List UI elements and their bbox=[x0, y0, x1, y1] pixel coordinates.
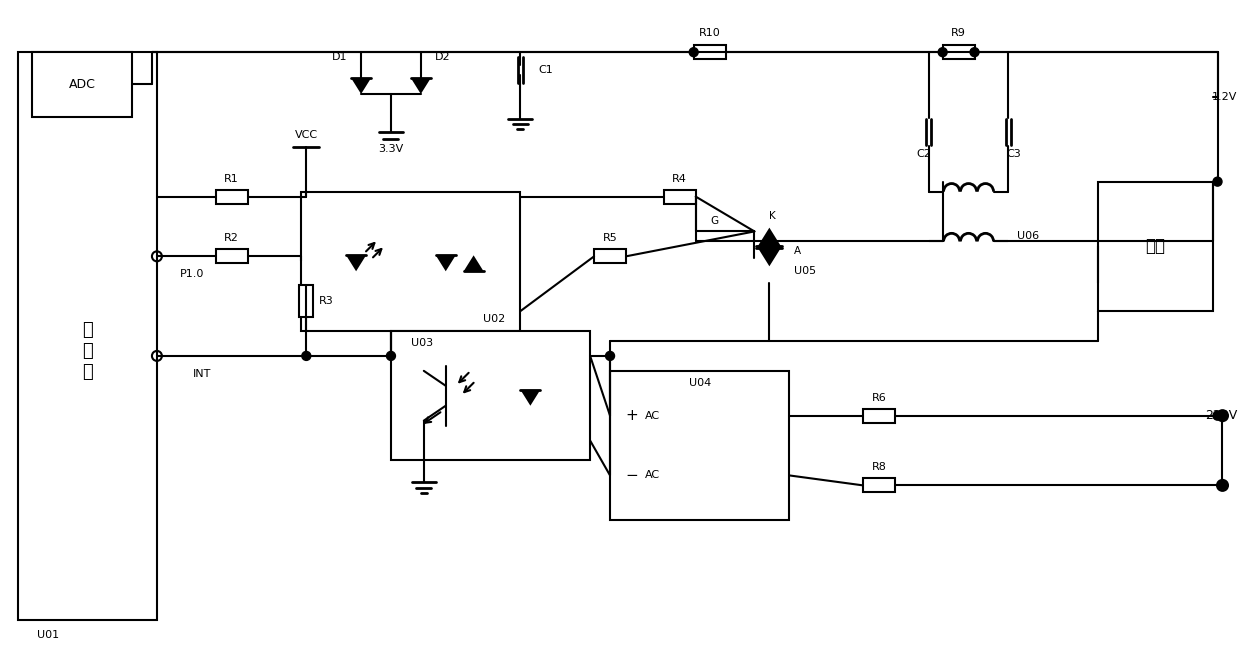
Text: R9: R9 bbox=[951, 28, 966, 38]
Text: U05: U05 bbox=[795, 266, 816, 276]
Circle shape bbox=[605, 352, 615, 360]
Text: ADC: ADC bbox=[68, 78, 95, 91]
Text: U01: U01 bbox=[37, 630, 60, 639]
Text: 负载: 负载 bbox=[1146, 238, 1166, 256]
Circle shape bbox=[301, 352, 311, 360]
Polygon shape bbox=[410, 78, 430, 94]
Text: U02: U02 bbox=[484, 314, 506, 324]
Text: P1.0: P1.0 bbox=[180, 269, 203, 279]
Text: U04: U04 bbox=[688, 378, 711, 388]
Bar bbox=[17, 52, 157, 620]
Polygon shape bbox=[756, 227, 782, 248]
Text: A: A bbox=[795, 246, 801, 256]
Text: AC: AC bbox=[645, 470, 660, 480]
Bar bbox=[863, 478, 895, 493]
Bar bbox=[216, 250, 248, 263]
Circle shape bbox=[970, 48, 980, 56]
Circle shape bbox=[387, 352, 396, 360]
Text: +: + bbox=[625, 408, 637, 423]
Text: G: G bbox=[711, 217, 719, 227]
Text: C2: C2 bbox=[916, 149, 931, 159]
Circle shape bbox=[301, 192, 311, 201]
Text: C3: C3 bbox=[1006, 149, 1021, 159]
Bar bbox=[863, 409, 895, 423]
Text: INT: INT bbox=[192, 369, 211, 379]
Polygon shape bbox=[346, 256, 366, 271]
Polygon shape bbox=[351, 78, 371, 94]
Text: U03: U03 bbox=[410, 338, 433, 348]
Polygon shape bbox=[435, 256, 455, 271]
Bar bbox=[391, 331, 590, 460]
Bar bbox=[610, 371, 790, 520]
Text: R1: R1 bbox=[224, 174, 239, 184]
Bar bbox=[32, 52, 131, 117]
Text: R6: R6 bbox=[872, 393, 887, 403]
Polygon shape bbox=[464, 256, 484, 271]
Circle shape bbox=[1213, 177, 1221, 186]
Text: R4: R4 bbox=[672, 174, 687, 184]
Bar bbox=[301, 192, 521, 331]
Circle shape bbox=[1218, 411, 1226, 420]
Text: −: − bbox=[625, 468, 637, 483]
Circle shape bbox=[939, 48, 947, 56]
Text: U06: U06 bbox=[1017, 231, 1039, 242]
Bar bbox=[693, 45, 725, 59]
Text: AC: AC bbox=[645, 411, 660, 421]
Text: D2: D2 bbox=[435, 52, 450, 62]
Text: VCC: VCC bbox=[295, 130, 317, 140]
Circle shape bbox=[689, 48, 698, 56]
Text: R8: R8 bbox=[872, 462, 887, 472]
Bar bbox=[942, 45, 975, 59]
Text: R3: R3 bbox=[319, 296, 334, 306]
Bar bbox=[594, 250, 626, 263]
Text: 220V: 220V bbox=[1205, 409, 1238, 422]
Text: 控
制
器: 控 制 器 bbox=[82, 321, 93, 380]
Circle shape bbox=[1213, 411, 1221, 420]
Polygon shape bbox=[521, 390, 541, 406]
Bar bbox=[1097, 182, 1213, 311]
Bar bbox=[216, 190, 248, 203]
Text: C1: C1 bbox=[538, 65, 553, 75]
Polygon shape bbox=[756, 246, 782, 266]
Text: D1: D1 bbox=[331, 52, 347, 62]
Text: R5: R5 bbox=[603, 234, 618, 244]
Bar bbox=[299, 285, 314, 317]
Bar bbox=[663, 190, 696, 203]
Text: R10: R10 bbox=[699, 28, 720, 38]
Circle shape bbox=[1218, 481, 1226, 490]
Text: K: K bbox=[769, 211, 776, 221]
Text: 3.3V: 3.3V bbox=[378, 144, 403, 154]
Text: R2: R2 bbox=[224, 234, 239, 244]
Text: 1.2V: 1.2V bbox=[1211, 92, 1238, 102]
